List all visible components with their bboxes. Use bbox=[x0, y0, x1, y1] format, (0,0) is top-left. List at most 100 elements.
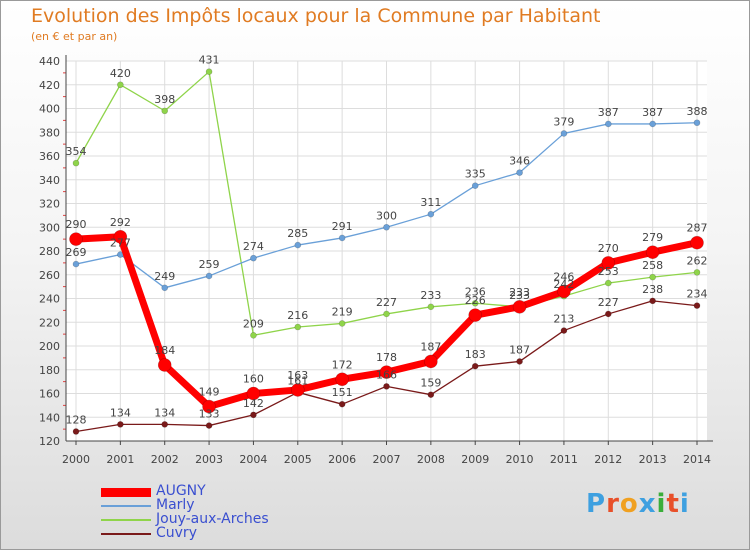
data-point-jouy-aux-arches bbox=[205, 68, 213, 75]
data-label-jouy-aux-arches: 233 bbox=[420, 289, 441, 302]
data-point-augny bbox=[645, 245, 660, 259]
data-point-augny bbox=[557, 284, 571, 299]
data-label-jouy-aux-arches: 398 bbox=[154, 93, 175, 106]
y-tick-label: 340 bbox=[39, 174, 60, 187]
data-point-cuvry bbox=[161, 421, 169, 428]
data-point-marly bbox=[560, 130, 568, 137]
data-point-marly bbox=[338, 234, 346, 242]
data-label-marly: 277 bbox=[110, 237, 131, 250]
data-point-jouy-aux-arches bbox=[72, 159, 80, 167]
chart-title: Evolution des Impôts locaux pour la Comm… bbox=[31, 5, 601, 27]
data-label-cuvry: 213 bbox=[553, 313, 574, 326]
data-point-cuvry bbox=[516, 358, 523, 365]
data-point-marly bbox=[693, 119, 701, 127]
data-point-marly bbox=[471, 182, 479, 189]
data-label-marly: 285 bbox=[287, 227, 308, 240]
data-point-cuvry bbox=[427, 391, 435, 398]
data-label-cuvry: 227 bbox=[598, 296, 619, 309]
data-point-cuvry bbox=[560, 327, 568, 334]
data-point-marly bbox=[604, 120, 612, 128]
data-label-jouy-aux-arches: 242 bbox=[553, 278, 574, 291]
data-point-marly bbox=[161, 284, 169, 292]
data-point-cuvry bbox=[117, 421, 124, 428]
logo-letter: P bbox=[586, 489, 607, 519]
data-label-augny: 292 bbox=[110, 216, 131, 229]
legend-label-cuvry: Cuvry bbox=[156, 525, 197, 541]
data-label-cuvry: 159 bbox=[420, 377, 441, 390]
data-label-jouy-aux-arches: 216 bbox=[287, 309, 308, 322]
data-point-jouy-aux-arches bbox=[161, 107, 169, 115]
data-point-augny bbox=[601, 256, 616, 270]
data-label-marly: 259 bbox=[199, 258, 220, 271]
data-point-cuvry bbox=[604, 310, 612, 318]
x-tick-label: 2005 bbox=[284, 453, 312, 466]
data-label-augny: 279 bbox=[642, 231, 663, 244]
data-label-jouy-aux-arches: 253 bbox=[598, 265, 619, 278]
legend-item-augny[interactable]: AUGNY bbox=[101, 483, 341, 499]
data-label-cuvry: 183 bbox=[465, 348, 486, 361]
data-label-augny: 160 bbox=[243, 373, 264, 386]
data-point-jouy-aux-arches bbox=[427, 303, 435, 311]
y-tick-label: 280 bbox=[39, 245, 60, 258]
data-point-jouy-aux-arches bbox=[294, 323, 302, 331]
data-label-marly: 387 bbox=[598, 106, 619, 119]
logo-letter: x bbox=[638, 489, 657, 519]
data-point-augny bbox=[468, 308, 483, 322]
data-label-jouy-aux-arches: 219 bbox=[332, 305, 353, 318]
data-label-marly: 311 bbox=[420, 196, 441, 209]
legend-item-cuvry[interactable]: Cuvry bbox=[101, 525, 341, 541]
y-tick-label: 140 bbox=[39, 411, 60, 424]
data-label-augny: 290 bbox=[66, 218, 87, 231]
data-point-cuvry bbox=[72, 428, 80, 435]
x-tick-label: 2001 bbox=[106, 453, 134, 466]
logo-letter: r bbox=[606, 489, 620, 519]
legend-label-augny: AUGNY bbox=[156, 483, 206, 499]
data-point-marly bbox=[294, 241, 302, 249]
data-label-marly: 388 bbox=[687, 105, 708, 118]
data-point-jouy-aux-arches bbox=[649, 273, 656, 281]
data-point-cuvry bbox=[250, 411, 257, 419]
y-tick-label: 360 bbox=[39, 150, 60, 163]
data-label-marly: 387 bbox=[642, 106, 663, 119]
data-label-cuvry: 134 bbox=[110, 406, 131, 419]
data-point-augny bbox=[69, 232, 83, 246]
x-tick-label: 2006 bbox=[328, 453, 356, 466]
y-tick-label: 400 bbox=[39, 103, 60, 116]
data-label-augny: 172 bbox=[332, 358, 353, 371]
logo-letter: i bbox=[679, 489, 690, 519]
data-label-jouy-aux-arches: 258 bbox=[642, 259, 663, 272]
data-label-marly: 269 bbox=[66, 246, 87, 259]
legend-item-marly[interactable]: Marly bbox=[101, 497, 341, 513]
data-point-cuvry bbox=[205, 422, 213, 429]
data-point-jouy-aux-arches bbox=[471, 299, 479, 307]
x-tick-label: 2003 bbox=[195, 453, 223, 466]
legend-swatch-augny bbox=[101, 488, 151, 497]
data-label-augny: 187 bbox=[420, 340, 441, 353]
legend-item-jouy[interactable]: Jouy-aux-Arches bbox=[101, 511, 341, 527]
data-point-jouy-aux-arches bbox=[250, 332, 257, 339]
y-tick-label: 440 bbox=[39, 55, 60, 68]
legend-label-marly: Marly bbox=[156, 497, 195, 513]
data-label-augny: 287 bbox=[687, 222, 708, 235]
data-point-jouy-aux-arches bbox=[117, 81, 124, 89]
data-label-cuvry: 234 bbox=[687, 288, 708, 301]
legend-swatch-marly bbox=[101, 505, 151, 507]
data-label-jouy-aux-arches: 209 bbox=[243, 317, 264, 330]
data-label-cuvry: 142 bbox=[243, 397, 264, 410]
legend: AUGNY Marly Jouy-aux-Arches Cuvry bbox=[101, 483, 341, 541]
data-point-augny bbox=[379, 365, 394, 379]
y-tick-label: 220 bbox=[39, 316, 60, 329]
data-label-augny: 149 bbox=[199, 386, 220, 399]
y-tick-label: 420 bbox=[39, 79, 60, 92]
data-label-jouy-aux-arches: 420 bbox=[110, 67, 131, 80]
legend-label-jouy: Jouy-aux-Arches bbox=[156, 511, 269, 527]
data-label-cuvry: 238 bbox=[642, 283, 663, 296]
data-point-augny bbox=[512, 300, 527, 314]
x-tick-label: 2014 bbox=[683, 453, 711, 466]
data-label-marly: 379 bbox=[553, 115, 574, 128]
y-tick-label: 120 bbox=[39, 435, 60, 448]
data-label-marly: 346 bbox=[509, 155, 530, 168]
data-label-cuvry: 151 bbox=[332, 386, 353, 399]
data-label-cuvry: 187 bbox=[509, 343, 530, 356]
chart-subtitle: (en € et par an) bbox=[31, 30, 118, 43]
